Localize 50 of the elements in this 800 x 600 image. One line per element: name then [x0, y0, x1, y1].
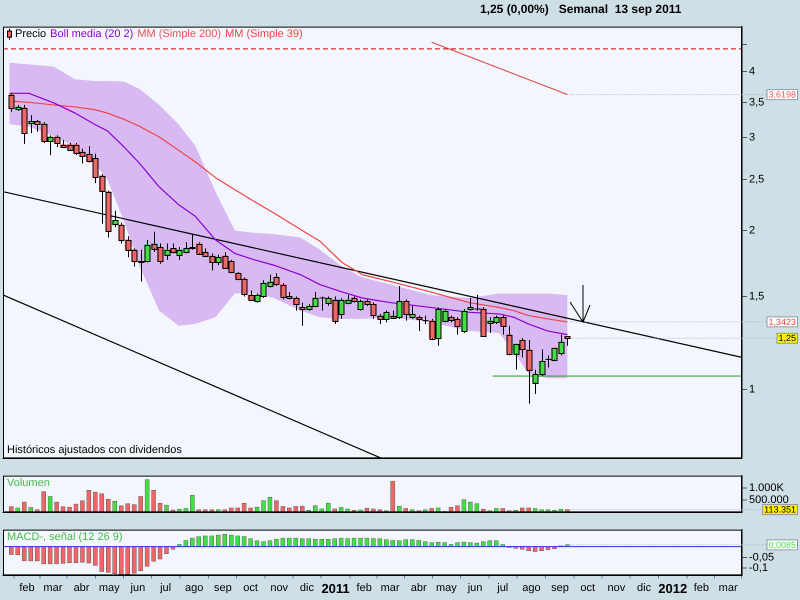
- annotation: 3,6198: [768, 90, 796, 100]
- x-tick-label: abr: [410, 582, 427, 594]
- x-tick-label: nov: [607, 582, 626, 594]
- x-tick-label: oct: [243, 582, 258, 594]
- chart-title: 1,25 (0,00%) Semanal 13 sep 2011: [480, 2, 682, 16]
- y-tick-label: 3: [749, 132, 756, 144]
- x-tick-label: sep: [214, 582, 232, 594]
- annotation: Históricos ajustados con dividendos: [7, 444, 182, 456]
- x-tick-label: 2011: [321, 580, 350, 596]
- x-tick-label: abr: [74, 582, 90, 594]
- annotation: 1,3423: [768, 316, 796, 327]
- x-tick-label: ago: [185, 582, 204, 594]
- x-tick-label: may: [98, 582, 120, 594]
- x-tick-label: feb: [19, 582, 35, 594]
- text: Boll media (20 2): [50, 28, 134, 40]
- x-tick-label: feb: [356, 582, 372, 594]
- x-tick-label: nov: [270, 582, 289, 594]
- y-tick-label: -0,05: [749, 551, 774, 564]
- x-tick-label: jun: [466, 582, 482, 594]
- legend-label: Precio: [15, 28, 46, 40]
- chart-title: MACD-, señal (12 26 9): [7, 531, 123, 544]
- annotation: 1,25: [778, 333, 796, 344]
- x-tick-label: jul: [159, 582, 172, 594]
- x-tick-label: jun: [130, 582, 146, 594]
- x-tick-label: mar: [718, 582, 738, 594]
- x-tick-label: ago: [522, 582, 541, 594]
- text: MM (Simple 39): [225, 28, 303, 40]
- y-tick-label: 500.000: [749, 494, 789, 506]
- y-tick-label: 2: [749, 224, 756, 237]
- x-tick-label: may: [436, 582, 458, 594]
- text: MM (Simple 200): [137, 28, 222, 40]
- y-tick-label: 1.000K: [749, 482, 785, 494]
- x-tick-label: 2012: [658, 580, 688, 596]
- chart-title: Volumen: [7, 477, 50, 490]
- x-tick-label: mar: [43, 582, 63, 594]
- x-tick-label: dic: [300, 582, 314, 594]
- x-tick-label: oct: [580, 582, 596, 594]
- annotation: 113.351: [764, 504, 796, 515]
- annotation: 0,0085: [768, 540, 796, 550]
- x-tick-label: sep: [551, 582, 569, 594]
- y-tick-label: 2,5: [749, 173, 764, 186]
- y-tick-label: 4: [749, 66, 756, 78]
- y-tick-label: 1,5: [749, 290, 764, 303]
- x-tick-label: feb: [694, 582, 710, 594]
- y-tick-label: -0,1: [749, 562, 768, 574]
- y-tick-label: 1: [749, 383, 756, 396]
- y-tick-label: 3,5: [749, 96, 764, 108]
- x-tick-label: mar: [380, 582, 400, 594]
- x-tick-label: dic: [637, 582, 652, 594]
- x-tick-label: jul: [496, 582, 508, 594]
